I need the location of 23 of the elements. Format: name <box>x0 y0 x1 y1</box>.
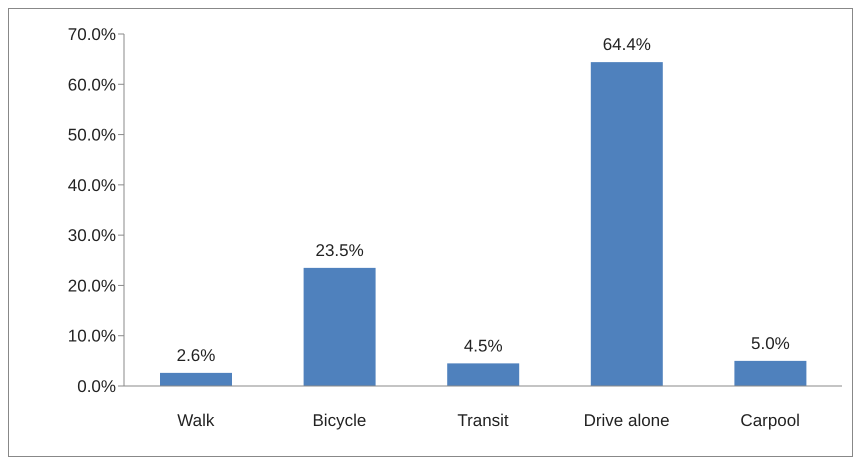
y-tick-label: 0.0% <box>77 377 116 396</box>
bar <box>304 268 376 386</box>
x-tick-label: Drive alone <box>584 411 670 430</box>
x-tick-label: Bicycle <box>312 411 366 430</box>
data-label: 4.5% <box>464 336 503 356</box>
y-tick-label: 10.0% <box>68 326 116 346</box>
x-tick-label: Walk <box>177 411 215 430</box>
y-tick-label: 40.0% <box>68 176 116 195</box>
y-tick-label: 50.0% <box>68 126 116 145</box>
x-tick-label: Transit <box>457 411 509 430</box>
bar <box>160 372 232 386</box>
x-tick-label: Carpool <box>740 411 800 430</box>
data-label: 64.4% <box>602 35 651 54</box>
bar <box>590 62 663 386</box>
bar <box>447 363 520 386</box>
y-tick-label: 20.0% <box>68 276 116 296</box>
bar <box>734 360 806 386</box>
y-tick-label: 70.0% <box>68 25 116 44</box>
y-tick-label: 60.0% <box>68 75 116 94</box>
y-tick-label: 30.0% <box>68 226 116 246</box>
data-label: 2.6% <box>176 346 216 365</box>
data-label: 23.5% <box>316 240 364 260</box>
data-label: 5.0% <box>751 334 790 353</box>
